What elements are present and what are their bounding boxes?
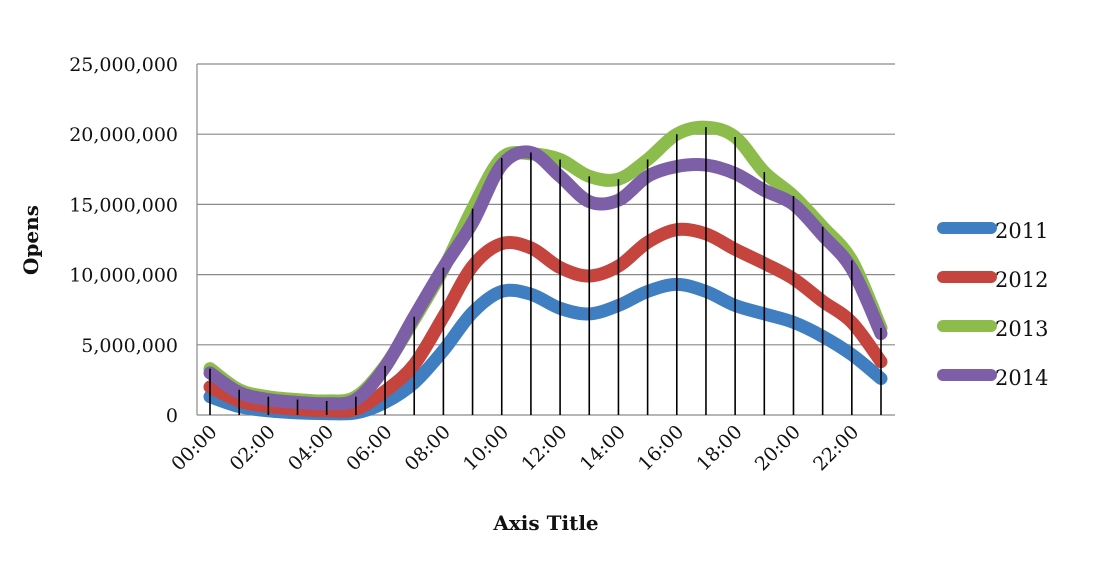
- series-line-2012: [203, 222, 888, 418]
- x-tick-label: 20:00: [751, 421, 805, 475]
- x-tick-label: 22:00: [809, 421, 863, 475]
- series-line-2014: [203, 145, 888, 411]
- y-tick-label: 5,000,000: [81, 335, 178, 357]
- y-tick-label: 20,000,000: [69, 124, 178, 146]
- legend-item: 2012: [937, 268, 1048, 292]
- x-tick-labels: 00:00 02:00 04:00 06:00 08:00 10:00 12:00 14:00…: [167, 421, 863, 475]
- y-axis-title: Opens: [19, 205, 43, 275]
- x-tick-label: 18:00: [692, 421, 746, 475]
- x-tick-label: 14:00: [576, 421, 630, 475]
- legend-label: 2013: [995, 317, 1048, 341]
- y-tick-label: 15,000,000: [69, 194, 178, 216]
- legend-label: 2014: [995, 366, 1048, 390]
- x-tick-label: 12:00: [517, 421, 571, 475]
- x-tick-label: 10:00: [459, 421, 513, 475]
- legend-item: 2013: [937, 317, 1048, 341]
- legend-item: 2011: [937, 219, 1048, 243]
- x-tick-label: 00:00: [167, 421, 221, 475]
- legend-item: 2014: [937, 366, 1048, 390]
- drop-lines: [209, 127, 882, 415]
- legend-label: 2012: [995, 268, 1048, 292]
- y-tick-label: 25,000,000: [69, 54, 178, 76]
- series-lines: [203, 120, 888, 421]
- legend-label: 2011: [995, 219, 1048, 243]
- axes: [196, 64, 895, 416]
- x-axis-title: Axis Title: [492, 511, 598, 535]
- y-tick-label: 0: [166, 405, 178, 427]
- x-tick-label: 16:00: [634, 421, 688, 475]
- x-tick-label: 08:00: [401, 421, 455, 475]
- legend: 2011 2012 2013 2014: [937, 219, 1048, 390]
- x-tick-label: 04:00: [284, 421, 338, 475]
- y-tick-labels: 0 5,000,000 10,000,000 15,000,000 20,000,000…: [69, 54, 178, 427]
- x-tick-label: 06:00: [342, 421, 396, 475]
- y-tick-label: 10,000,000: [69, 265, 178, 287]
- x-tick-label: 02:00: [226, 421, 280, 475]
